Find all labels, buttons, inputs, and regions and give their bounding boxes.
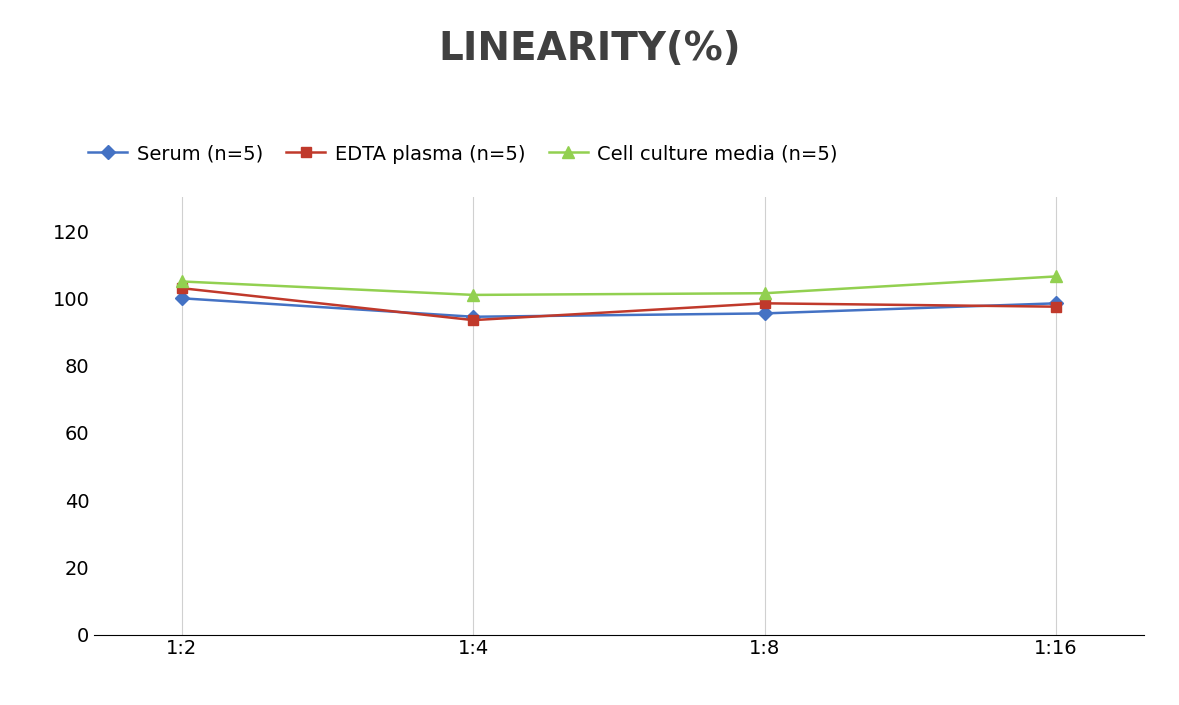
Text: LINEARITY(%): LINEARITY(%) (439, 30, 740, 68)
Line: Cell culture media (n=5): Cell culture media (n=5) (176, 271, 1062, 300)
Serum (n=5) (1049, 299, 1063, 307)
Legend: Serum (n=5), EDTA plasma (n=5), Cell culture media (n=5): Serum (n=5), EDTA plasma (n=5), Cell cul… (80, 137, 845, 171)
Cell culture media (n=5) (1049, 272, 1063, 281)
EDTA plasma (n=5) (466, 316, 480, 324)
Cell culture media (n=5) (466, 290, 480, 299)
Line: Serum (n=5): Serum (n=5) (177, 293, 1061, 321)
Cell culture media (n=5) (174, 277, 189, 286)
EDTA plasma (n=5) (174, 284, 189, 293)
Serum (n=5) (758, 309, 772, 318)
Serum (n=5) (174, 294, 189, 302)
Cell culture media (n=5) (758, 289, 772, 298)
Serum (n=5) (466, 312, 480, 321)
EDTA plasma (n=5) (1049, 302, 1063, 311)
Line: EDTA plasma (n=5): EDTA plasma (n=5) (177, 283, 1061, 325)
EDTA plasma (n=5) (758, 299, 772, 307)
